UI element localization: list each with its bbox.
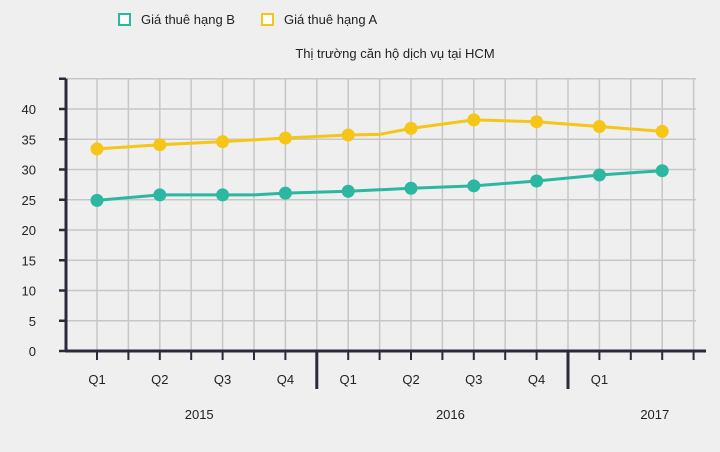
legend-swatch-class-b [118, 13, 131, 26]
x-tick-label: Q1 [591, 372, 608, 387]
data-point-class-a [341, 128, 355, 142]
x-tick-label: Q2 [402, 372, 419, 387]
y-tick-label: 10 [22, 284, 36, 299]
data-point-class-b [467, 179, 481, 193]
data-point-class-a [404, 121, 418, 135]
year-label: 2017 [640, 407, 669, 422]
legend-swatch-class-a [260, 13, 274, 26]
data-point-class-b [655, 164, 669, 178]
legend-label-class-b: Giá thuê hạng B [141, 12, 235, 27]
series-line-class-a [96, 118, 663, 151]
data-point-class-a [655, 124, 669, 138]
data-point-class-b [592, 168, 606, 182]
data-point-class-b [278, 186, 292, 200]
x-tick-label: Q2 [151, 372, 168, 387]
year-label: 2016 [436, 407, 465, 422]
x-tick-label: Q1 [88, 372, 105, 387]
data-point-class-b [530, 174, 544, 188]
data-point-class-b [90, 193, 104, 207]
data-point-class-b [341, 184, 355, 198]
y-tick-label: 40 [22, 102, 36, 117]
data-point-class-a [592, 120, 606, 134]
data-point-class-a [278, 131, 292, 145]
x-tick-label: Q4 [528, 372, 545, 387]
y-tick-label: 0 [29, 344, 36, 359]
data-point-class-a [467, 113, 481, 127]
y-tick-label: 5 [29, 314, 36, 329]
data-point-class-a [530, 115, 544, 129]
year-label: 2015 [185, 407, 214, 422]
chart-title: Thị trường căn hộ dịch vụ tại HCM [295, 46, 495, 61]
y-tick-label: 25 [22, 193, 36, 208]
legend: Giá thuê hạng B Giá thuê hạng A [118, 12, 377, 27]
x-tick-label: Q1 [340, 372, 357, 387]
data-point-class-a [90, 142, 104, 156]
x-tick-label: Q4 [277, 372, 294, 387]
y-tick-label: 15 [22, 253, 36, 268]
y-tick-label: 35 [22, 132, 36, 147]
data-point-class-b [216, 188, 230, 202]
data-point-class-a [216, 135, 230, 149]
data-point-class-b [153, 188, 167, 202]
legend-item-class-a: Giá thuê hạng A [260, 12, 378, 27]
y-tick-label: 30 [22, 163, 36, 178]
y-tick-label: 20 [22, 223, 36, 238]
data-point-class-b [404, 181, 418, 195]
legend-label-class-a: Giá thuê hạng A [283, 12, 378, 27]
x-tick-label: Q3 [465, 372, 482, 387]
data-point-class-a [153, 138, 167, 152]
x-tick-label: Q3 [214, 372, 231, 387]
legend-item-class-b: Giá thuê hạng B [118, 12, 235, 27]
